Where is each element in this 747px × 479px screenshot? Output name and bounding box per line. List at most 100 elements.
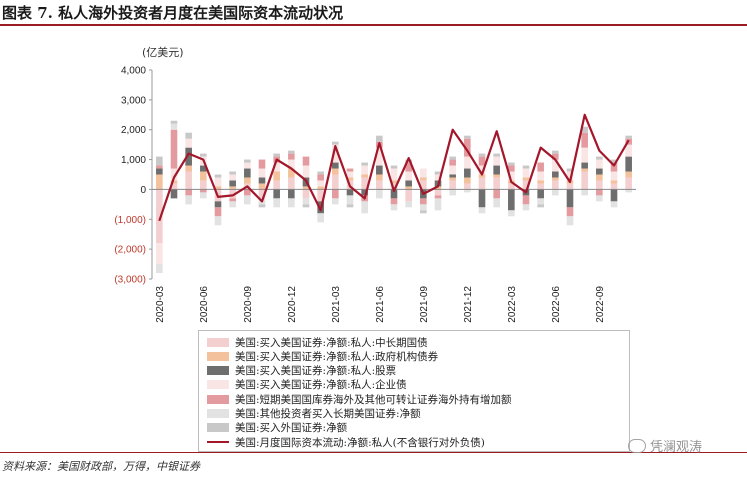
legend-item: 美国:短期美国国库券海外及其他可转让证券海外持有增加额: [207, 392, 512, 406]
bar-segment: [449, 165, 456, 175]
bar-segment: [522, 177, 530, 181]
footer-rule: [0, 452, 747, 453]
bar-segment: [566, 207, 574, 217]
bar-segment: [581, 147, 588, 163]
bar-segment: [625, 144, 632, 157]
legend-item: 美国:买入美国证券:净额:私人:中长期国债: [207, 335, 428, 349]
bar-segment: [229, 180, 236, 187]
bar-segment: [258, 177, 266, 184]
bar-segment: [361, 189, 368, 196]
bar-segment: [552, 171, 559, 178]
bar-segment: [302, 156, 310, 166]
bar-segment: [610, 159, 618, 163]
wechat-icon: [628, 438, 646, 453]
bar-segment: [464, 189, 471, 193]
y-tick-label: (1,000): [114, 215, 146, 226]
bar-segment: [332, 144, 339, 163]
watermark-text: 凭澜观涛: [650, 440, 703, 455]
bar-segment: [478, 156, 486, 166]
bar-segment: [376, 180, 383, 190]
bar-segment: [346, 204, 354, 208]
bar-segment: [610, 180, 618, 184]
bar-segment: [302, 186, 310, 190]
bar-segment: [434, 198, 442, 211]
bar-segment: [185, 195, 192, 205]
bar-segment: [493, 198, 500, 208]
bar-segment: [581, 171, 588, 190]
bar-segment: [244, 177, 251, 184]
bar-segment: [170, 120, 178, 124]
bar-segment: [537, 171, 544, 181]
bar-segment: [405, 186, 412, 190]
bar-segment: [273, 198, 280, 208]
bar-segment: [170, 123, 178, 130]
bar-segment: [273, 153, 280, 157]
bar-segment: [390, 189, 398, 199]
bar-segment: [434, 174, 442, 181]
bar-segment: [596, 156, 603, 160]
bar-segment: [405, 159, 412, 163]
x-tick-label: 2020-06: [199, 286, 210, 323]
bar-segment: [493, 156, 500, 166]
bar-segment: [346, 168, 354, 172]
x-tick-label: 2022-09: [595, 286, 606, 323]
bar-segment: [522, 165, 530, 169]
bar-segment: [522, 168, 530, 178]
legend-swatch: [207, 441, 229, 444]
bar-segment: [610, 201, 618, 208]
bar-segment: [581, 126, 588, 133]
bar-segment: [464, 168, 471, 178]
bar-segment: [288, 177, 295, 190]
bar-segment: [156, 174, 163, 190]
bar-segment: [566, 189, 574, 208]
bar-segment: [508, 165, 515, 172]
bar-segment: [596, 174, 603, 181]
legend-swatch: [207, 337, 229, 347]
watermark: 凭澜观涛: [628, 436, 702, 455]
bar-segment: [610, 189, 618, 202]
bar-segment: [170, 180, 178, 184]
x-tick-label: 2020-03: [155, 286, 166, 323]
bar-segment: [390, 198, 398, 205]
bar-segment: [390, 204, 398, 211]
bar-segment: [464, 156, 471, 169]
bar-segment: [273, 189, 280, 199]
bar-segment: [361, 165, 368, 175]
bar-segment: [478, 153, 486, 157]
bar-segment: [332, 141, 339, 145]
bar-segment: [229, 198, 236, 202]
bar-segment: [405, 171, 412, 181]
bar-segment: [596, 159, 603, 169]
bar-segment: [332, 189, 339, 199]
net-flow-line: [158, 113, 630, 222]
y-tick-label: 1,000: [121, 155, 146, 166]
bar-segment: [273, 180, 280, 190]
y-axis: 4,000 3,000 2,000 1,000 0 (1,000) (2,000) (3,00…: [114, 66, 153, 286]
title-bar: 图表 7. 私人海外投资者月度在美国际资本流动状况: [0, 0, 747, 26]
bar-segment: [610, 162, 618, 172]
bar-segment: [420, 198, 427, 205]
legend-label: 美国:买入美国证券:净额:私人:中长期国债: [235, 336, 428, 349]
bar-segment: [508, 183, 515, 190]
bar-segment: [361, 162, 368, 166]
bar-segment: [581, 168, 588, 172]
bar-segment: [552, 150, 559, 154]
bar-segment: [390, 165, 398, 169]
legend-item: 美国:买入美国证券:净额:私人:政府机构债券: [207, 349, 438, 363]
legend-label: 美国:买入美国证券:净额:私人:政府机构债券: [235, 350, 439, 363]
legend-item: 美国:买入美国证券:净额:私人:企业债: [207, 378, 407, 392]
bar-segment: [376, 189, 383, 199]
legend-item: 美国:买入外国证券:净额: [207, 421, 347, 435]
bar-segment: [566, 168, 574, 172]
y-tick-label: (2,000): [114, 245, 146, 256]
bar-segment: [405, 189, 412, 202]
legend-label: 美国:买入美国证券:净额:私人:企业债: [235, 379, 407, 392]
bar-segment: [420, 180, 427, 190]
bar-segment: [214, 174, 222, 178]
bar-segment: [625, 189, 632, 193]
bar-segment: [361, 201, 368, 214]
bar-segment: [596, 195, 603, 202]
legend-swatch: [207, 423, 229, 433]
bar-segment: [552, 177, 559, 181]
bar-segment: [156, 243, 163, 265]
